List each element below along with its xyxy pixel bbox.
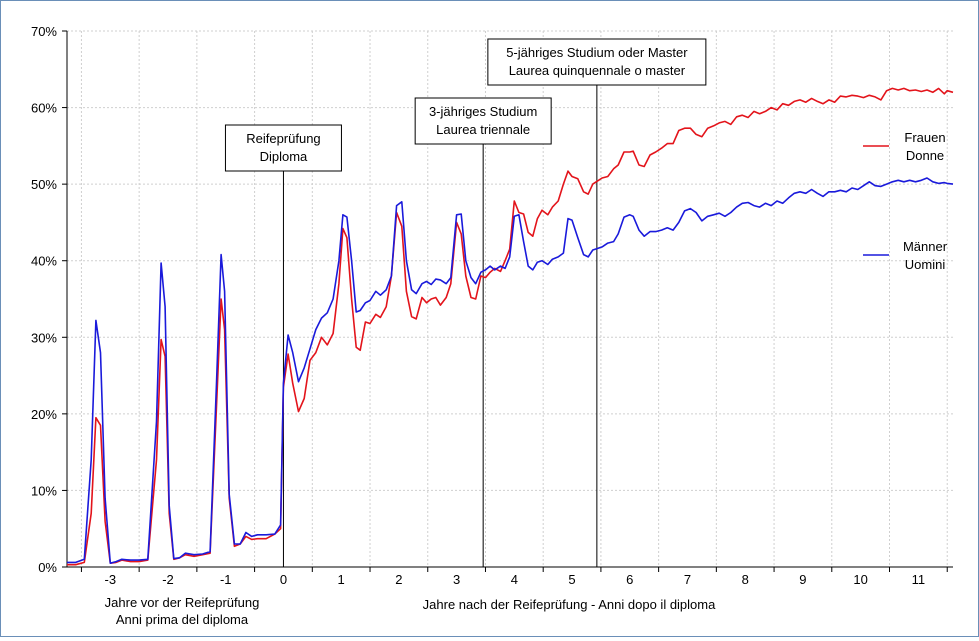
series-lines (67, 87, 954, 566)
x-tick-label: -3 (105, 572, 117, 587)
legend-label: Frauen (904, 130, 945, 145)
y-tick-label: 50% (31, 177, 57, 192)
x-tick-label: 1 (338, 572, 345, 587)
x-tick-label: 11 (912, 572, 926, 587)
x-tick-label: 6 (626, 572, 633, 587)
annotation-label: 5-jähriges Studium oder Master (506, 45, 688, 60)
legend-label: Männer (903, 239, 948, 254)
x-tick-label: 8 (742, 572, 749, 587)
annotation-label: Diploma (260, 149, 308, 164)
legend-label: Donne (906, 148, 944, 163)
annotation-label: Reifeprüfung (246, 131, 320, 146)
annotation-label: 3-jähriges Studium (429, 104, 537, 119)
series-line (67, 87, 954, 566)
annotation-box (414, 97, 552, 145)
x-axis-label-left: Anni prima del diploma (116, 612, 249, 627)
annotation-box (487, 38, 707, 86)
annotation-box (224, 124, 342, 172)
annotations: Reifeprüfung Diploma 3-jähriges Studium Lau… (224, 38, 707, 172)
series-line (67, 177, 954, 564)
y-tick-label: 10% (31, 483, 57, 498)
x-axis-label-left: Jahre vor der Reifeprüfung (105, 595, 260, 610)
y-tick-label: 40% (31, 254, 57, 269)
y-tick-label: 70% (31, 24, 57, 39)
y-tick-label: 0% (38, 560, 57, 575)
x-tick-label: -1 (220, 572, 232, 587)
x-tick-label: 2 (395, 572, 402, 587)
legend-label: Uomini (905, 257, 946, 272)
annotation-label: Laurea quinquennale o master (509, 63, 686, 78)
y-tick-label: 30% (31, 330, 57, 345)
annotation-lines (282, 85, 598, 567)
x-tick-label: 0 (280, 572, 287, 587)
x-tick-label: 4 (511, 572, 518, 587)
x-tick-label: 7 (684, 572, 691, 587)
y-tick-label: 60% (31, 101, 57, 116)
legend: Frauen Donne Männer Uomini (863, 130, 948, 272)
x-axis-label-right: Jahre nach der Reifeprüfung - Anni dopo … (423, 597, 716, 612)
x-tick-label: 10 (853, 572, 867, 587)
x-tick-label: 9 (799, 572, 806, 587)
y-tick-label: 20% (31, 407, 57, 422)
axes: 0% 10% 20% 30% 40% 50% 60% 70% -3 -2 -1 0 1 2 3 4 5 6 7 8 9 1… (31, 24, 953, 587)
x-tick-label: 5 (568, 572, 575, 587)
x-tick-label: 3 (453, 572, 460, 587)
x-tick-label: -2 (162, 572, 174, 587)
x-axis-labels: Jahre vor der Reifeprüfung Anni prima del… (105, 595, 716, 627)
annotation-label: Laurea triennale (436, 122, 530, 137)
